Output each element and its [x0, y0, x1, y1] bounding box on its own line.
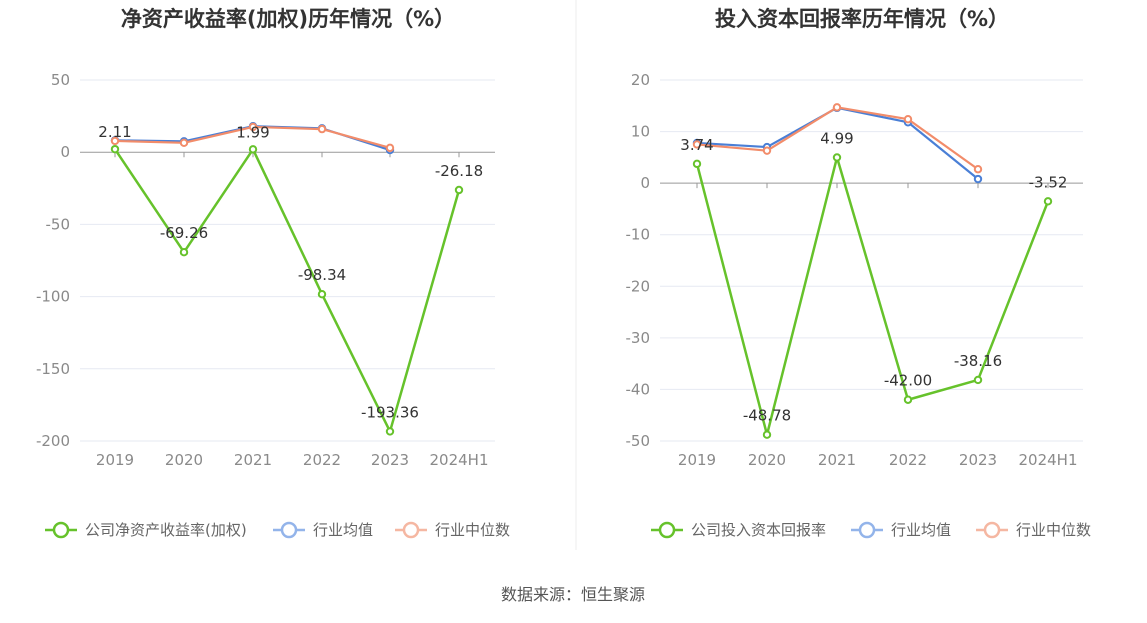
roe-y-tick-label: 50 — [51, 71, 70, 89]
data-source: 数据来源：恒生聚源 — [501, 585, 645, 604]
roe-chart: 净资产收益率(加权)历年情况（%） 50 0 -50 -100 -150 -200 2019 2… — [36, 7, 510, 539]
roe-legend-marker — [52, 521, 70, 539]
roe-chart-title: 净资产收益率(加权)历年情况（%） — [121, 7, 455, 31]
roe-company-point[interactable] — [317, 290, 327, 299]
roic-median-point[interactable] — [762, 146, 772, 155]
roe-median-point[interactable] — [317, 124, 327, 134]
roic-company-data-label: -3.52 — [1029, 173, 1068, 191]
roe-company-series-line — [113, 148, 461, 433]
roic-x-tick-label: 2019 — [678, 451, 716, 469]
roe-y-tick-label: -150 — [36, 360, 70, 378]
roic-company-data-label: 4.99 — [820, 129, 853, 147]
roic-avg-point[interactable] — [973, 174, 983, 184]
roe-y-tick-label: -50 — [46, 215, 71, 233]
roe-y-tick-label: -100 — [36, 288, 70, 306]
roe-x-tick-label: 2019 — [96, 451, 134, 469]
roic-company-point[interactable] — [1043, 197, 1053, 206]
roic-median-point[interactable] — [692, 140, 702, 149]
roe-x-tick-label: 2020 — [165, 451, 203, 469]
roe-median-point[interactable] — [385, 143, 395, 153]
roic-y-tick-label: -30 — [626, 329, 651, 347]
roe-company-data-label: -26.18 — [435, 162, 483, 180]
roic-y-tick-label: -40 — [626, 380, 651, 398]
roic-y-tick-label: -10 — [626, 226, 651, 244]
roe-median-point[interactable] — [179, 138, 189, 148]
roic-company-data-label: -38.16 — [954, 352, 1002, 370]
roic-company-series-line — [695, 156, 1050, 436]
roe-x-tick-label: 2022 — [303, 451, 341, 469]
roic-median-point[interactable] — [973, 165, 983, 174]
roic-legend-marker — [983, 521, 1001, 539]
roe-x-tick-label: 2024H1 — [430, 451, 489, 469]
roic-x-tick-label: 2022 — [889, 451, 927, 469]
roe-median-point[interactable] — [248, 122, 258, 132]
roic-company-point[interactable] — [762, 430, 772, 439]
roic-y-tick-label: 0 — [640, 174, 650, 192]
roe-company-data-label: 2.11 — [98, 123, 131, 141]
roe-y-tick-label: 0 — [60, 143, 70, 161]
roe-x-tick-label: 2021 — [234, 451, 272, 469]
roic-y-tick-label: 10 — [631, 123, 650, 141]
roic-company-point[interactable] — [692, 159, 702, 169]
roic-x-tick-label: 2021 — [818, 451, 856, 469]
roe-legend-item-avg[interactable]: 行业均值 — [273, 521, 373, 539]
roe-company-point[interactable] — [179, 248, 189, 257]
roe-y-tick-label: -200 — [36, 432, 70, 450]
roic-median-point[interactable] — [903, 114, 913, 124]
roic-chart-title: 投入资本回报率历年情况（%） — [715, 7, 1009, 31]
roic-company-point[interactable] — [903, 395, 913, 404]
roe-company-point[interactable] — [454, 185, 464, 195]
roic-legend-marker — [858, 521, 876, 539]
roe-legend-label: 行业中位数 — [435, 521, 510, 539]
roic-company-data-label: 3.74 — [680, 136, 713, 154]
roic-company-data-label: -42.00 — [884, 372, 932, 390]
roic-x-tick-label: 2024H1 — [1019, 451, 1078, 469]
roic-legend-label: 行业中位数 — [1016, 521, 1091, 539]
roic-y-tick-label: -50 — [626, 432, 651, 450]
roe-legend-label: 公司净资产收益率(加权) — [85, 521, 247, 539]
roic-legend-marker — [658, 521, 676, 539]
roe-company-point[interactable] — [110, 144, 120, 154]
roic-median-point[interactable] — [832, 103, 842, 112]
roe-company-data-label: -69.26 — [160, 224, 208, 242]
roic-x-tick-label: 2020 — [748, 451, 786, 469]
roic-company-data-label: -48.78 — [743, 407, 791, 425]
roe-legend-marker — [280, 521, 298, 539]
roe-company-data-label: 1.99 — [236, 123, 269, 141]
roe-x-tick-label: 2023 — [371, 451, 409, 469]
roic-legend-item-company[interactable]: 公司投入资本回报率 — [651, 521, 826, 539]
roe-legend-item-median[interactable]: 行业中位数 — [395, 521, 510, 539]
roe-company-point[interactable] — [248, 145, 258, 154]
roic-x-tick-label: 2023 — [959, 451, 997, 469]
roe-legend-label: 行业均值 — [313, 521, 373, 539]
roic-chart: 投入资本回报率历年情况（%） 20 10 0 -10 -20 -30 -40 -50 2019 20… — [626, 7, 1092, 539]
roic-legend-item-avg[interactable]: 行业均值 — [851, 521, 951, 539]
roic-legend-item-median[interactable]: 行业中位数 — [976, 521, 1091, 539]
roic-company-point[interactable] — [973, 375, 983, 385]
roic-y-tick-label: -20 — [626, 277, 651, 295]
roic-legend-label: 公司投入资本回报率 — [691, 521, 826, 539]
roic-legend-label: 行业均值 — [891, 521, 951, 539]
roe-median-point[interactable] — [110, 136, 120, 146]
roe-company-data-label: -193.36 — [361, 403, 419, 421]
roe-company-data-label: -98.34 — [298, 266, 346, 284]
roic-y-tick-label: 20 — [631, 71, 650, 89]
roe-legend-marker — [402, 521, 420, 539]
roe-legend-item-company[interactable]: 公司净资产收益率(加权) — [45, 521, 247, 539]
roe-company-point[interactable] — [385, 427, 395, 436]
roic-company-point[interactable] — [832, 153, 842, 162]
